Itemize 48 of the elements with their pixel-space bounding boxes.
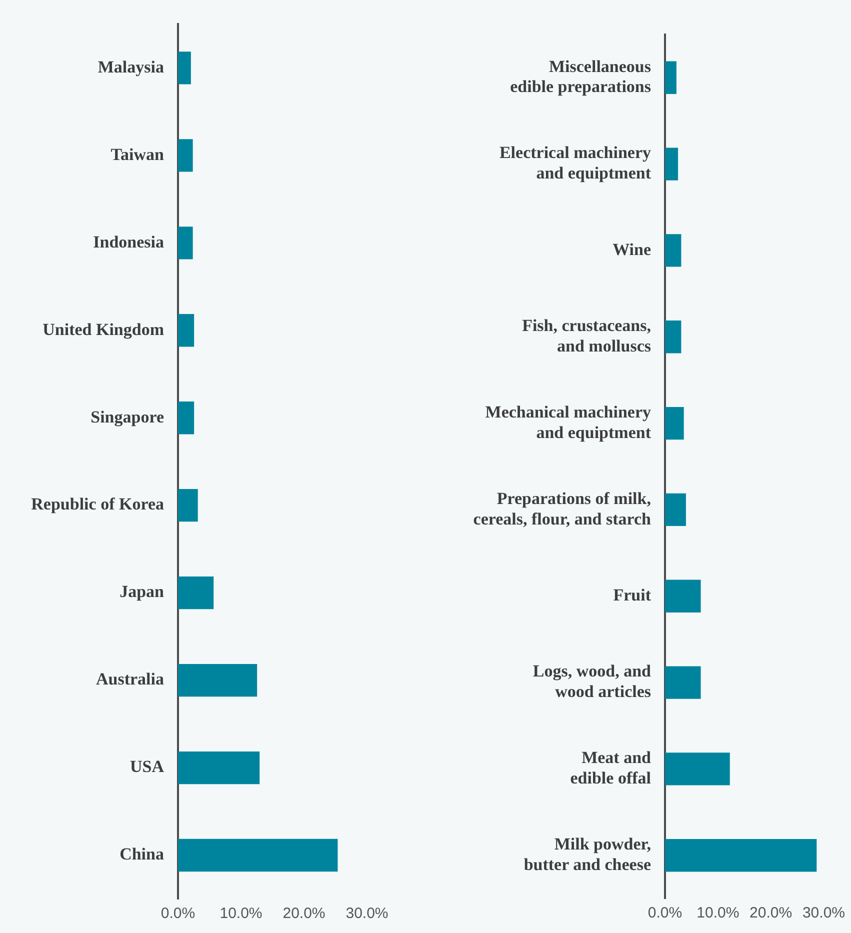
x-tick-label: 10.0%: [696, 904, 740, 922]
y-tick-label: Republic of Korea: [31, 494, 164, 514]
y-tick-label: Mechanical machinery and equiptment: [485, 402, 652, 442]
x-tick-label: 0.0%: [160, 905, 196, 922]
y-tick-label: USA: [130, 757, 165, 776]
bar: [665, 493, 686, 526]
y-tick-label: Fruit: [613, 586, 652, 605]
bar: [178, 402, 194, 434]
y-tick-label: Malaysia: [98, 57, 164, 76]
bar: [178, 664, 258, 697]
y-tick-label: Preparations of milk, cereals, flour, and starch: [473, 488, 652, 528]
x-tick-label: 10.0%: [220, 905, 262, 922]
y-tick-label: Electrical machinery and equiptment: [499, 143, 652, 183]
y-tick-label: Wine: [612, 240, 652, 259]
bar: [665, 666, 701, 699]
bar: [178, 489, 198, 522]
y-tick-label: Fish, crustaceans, and molluscs: [522, 316, 652, 356]
y-tick-label: Meat and edible offal: [570, 748, 652, 788]
bar: [665, 61, 676, 94]
y-tick-label: Milk powder, butter and cheese: [524, 834, 652, 874]
bar: [665, 148, 678, 180]
y-tick-label: China: [120, 844, 164, 864]
y-tick-label: Japan: [120, 582, 165, 602]
bar: [665, 752, 730, 786]
bar: [178, 52, 191, 84]
bar: [665, 839, 817, 872]
y-tick-label: Australia: [96, 670, 164, 689]
x-tick-label: 0.0%: [648, 904, 682, 922]
bar: [665, 234, 682, 267]
bar: [665, 320, 682, 354]
y-tick-label: United Kingdom: [42, 320, 164, 339]
y-tick-label: Singapore: [90, 407, 164, 426]
bar: [178, 226, 193, 260]
x-tick-label: 30.0%: [802, 904, 846, 922]
y-tick-label: Indonesia: [93, 232, 164, 252]
bar: [665, 580, 701, 612]
y-tick-label: Logs, wood, and wood articles: [532, 662, 652, 702]
bar: [178, 576, 214, 610]
x-tick-label: 30.0%: [346, 905, 388, 922]
bar: [178, 838, 338, 872]
y-tick-label: Miscellaneous edible preparations: [510, 56, 652, 96]
bar: [178, 314, 194, 347]
bar: [665, 406, 684, 440]
x-tick-label: 20.0%: [282, 905, 326, 922]
bar: [178, 139, 193, 172]
bar: [178, 751, 260, 784]
y-tick-label: Taiwan: [110, 144, 165, 164]
x-tick-label: 20.0%: [750, 904, 792, 922]
